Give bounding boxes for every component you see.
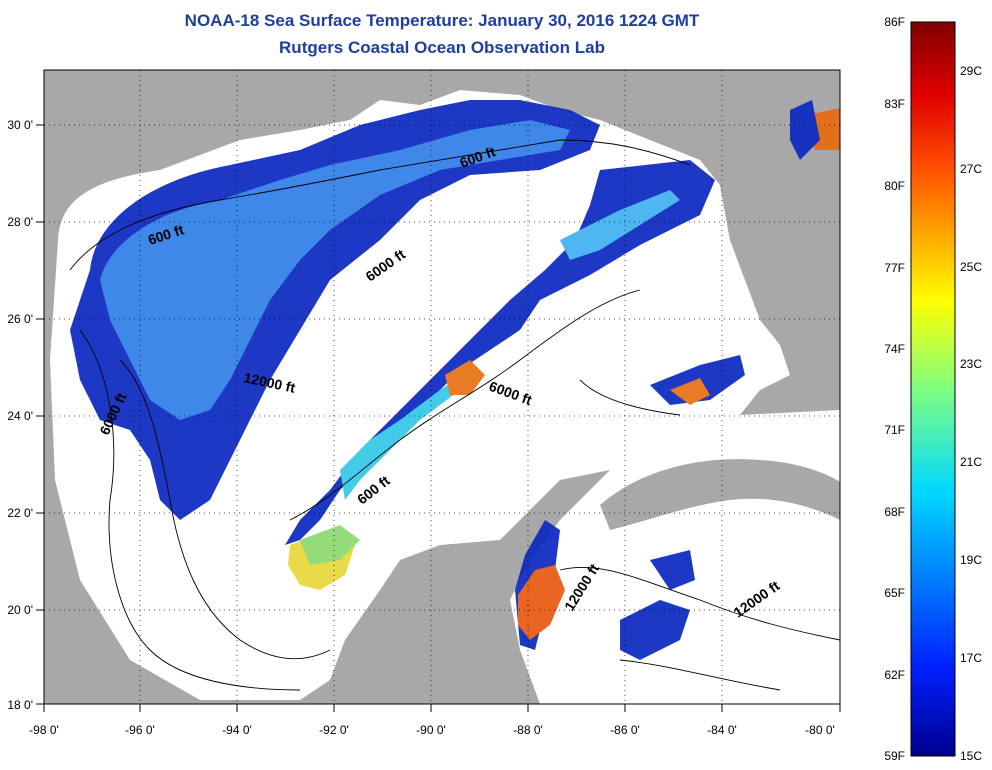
colorbar-f-label: 65F [884, 586, 905, 600]
colorbar-f-label: 59F [884, 749, 905, 763]
colorbar-gradient [910, 21, 956, 757]
bathymetry-contours [69, 139, 840, 691]
colorbar-f-label: 62F [884, 668, 905, 682]
axis-ticks [36, 124, 841, 712]
sst-data [70, 100, 840, 660]
lon-label: -92 0' [319, 723, 349, 737]
lat-label: 20 0' [7, 603, 33, 617]
colorbar-f-label: 86F [884, 15, 905, 29]
lat-label: 26 0' [7, 312, 33, 326]
lat-label: 18 0' [7, 698, 33, 712]
cuba-land [600, 459, 840, 530]
colorbar-f-label: 68F [884, 505, 905, 519]
colorbar-c-label: 29C [960, 64, 982, 78]
colorbar-f-label: 83F [884, 97, 905, 111]
colorbar-c-label: 17C [960, 651, 982, 665]
colorbar-c-label: 21C [960, 455, 982, 469]
colorbar-c-label: 15C [960, 749, 982, 763]
lon-label: -96 0' [125, 723, 155, 737]
colorbar-f-label: 71F [884, 423, 905, 437]
colorbar-f-label: 80F [884, 179, 905, 193]
lon-label: -94 0' [222, 723, 252, 737]
map-area: 600 ft 600 ft 6000 ft 12000 ft 6000 ft 6… [44, 70, 840, 704]
map-subtitle: Rutgers Coastal Ocean Observation Lab [279, 38, 605, 57]
map-frame [43, 69, 841, 705]
colorbar: 86F 83F 80F 77F 74F 71F 68F 65F 62F 59F … [884, 15, 982, 763]
lon-label: -80 0' [805, 723, 835, 737]
colorbar-c-label: 19C [960, 553, 982, 567]
lon-label: -98 0' [29, 723, 59, 737]
latitude-labels: 30 0' 28 0' 26 0' 24 0' 22 0' 20 0' 18 0… [7, 118, 33, 712]
colorbar-c-label: 23C [960, 357, 982, 371]
lat-label: 30 0' [7, 118, 33, 132]
lat-label: 28 0' [7, 215, 33, 229]
lat-label: 22 0' [7, 506, 33, 520]
colorbar-c-label: 27C [960, 162, 982, 176]
colorbar-f-label: 77F [884, 261, 905, 275]
lon-label: -84 0' [707, 723, 737, 737]
lon-label: -88 0' [513, 723, 543, 737]
map-title: NOAA-18 Sea Surface Temperature: January… [184, 11, 700, 30]
longitude-labels: -98 0' -96 0' -94 0' -92 0' -90 0' -88 0… [29, 723, 835, 737]
colorbar-c-label: 25C [960, 260, 982, 274]
lat-label: 24 0' [7, 409, 33, 423]
graticule [44, 70, 840, 704]
colorbar-f-label: 74F [884, 342, 905, 356]
lon-label: -86 0' [610, 723, 640, 737]
lon-label: -90 0' [416, 723, 446, 737]
